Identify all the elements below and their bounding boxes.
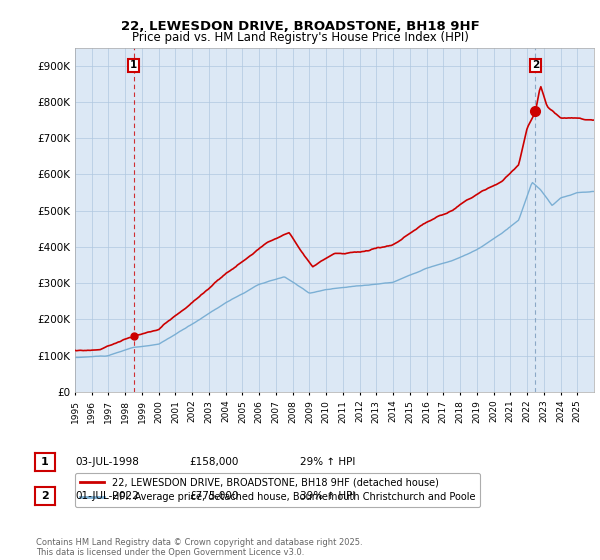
Text: 29% ↑ HPI: 29% ↑ HPI — [300, 457, 355, 467]
Text: 1: 1 — [41, 457, 49, 467]
Text: Contains HM Land Registry data © Crown copyright and database right 2025.
This d: Contains HM Land Registry data © Crown c… — [36, 538, 362, 557]
Text: Price paid vs. HM Land Registry's House Price Index (HPI): Price paid vs. HM Land Registry's House … — [131, 31, 469, 44]
Text: 2: 2 — [532, 60, 539, 71]
Text: 39% ↑ HPI: 39% ↑ HPI — [300, 491, 355, 501]
Text: 2: 2 — [41, 491, 49, 501]
Text: 01-JUL-2022: 01-JUL-2022 — [75, 491, 139, 501]
Text: 22, LEWESDON DRIVE, BROADSTONE, BH18 9HF: 22, LEWESDON DRIVE, BROADSTONE, BH18 9HF — [121, 20, 479, 32]
Legend: 22, LEWESDON DRIVE, BROADSTONE, BH18 9HF (detached house), HPI: Average price, d: 22, LEWESDON DRIVE, BROADSTONE, BH18 9HF… — [74, 473, 480, 507]
Text: 1: 1 — [130, 60, 137, 71]
Text: £158,000: £158,000 — [189, 457, 238, 467]
Text: £775,000: £775,000 — [189, 491, 238, 501]
Text: 03-JUL-1998: 03-JUL-1998 — [75, 457, 139, 467]
